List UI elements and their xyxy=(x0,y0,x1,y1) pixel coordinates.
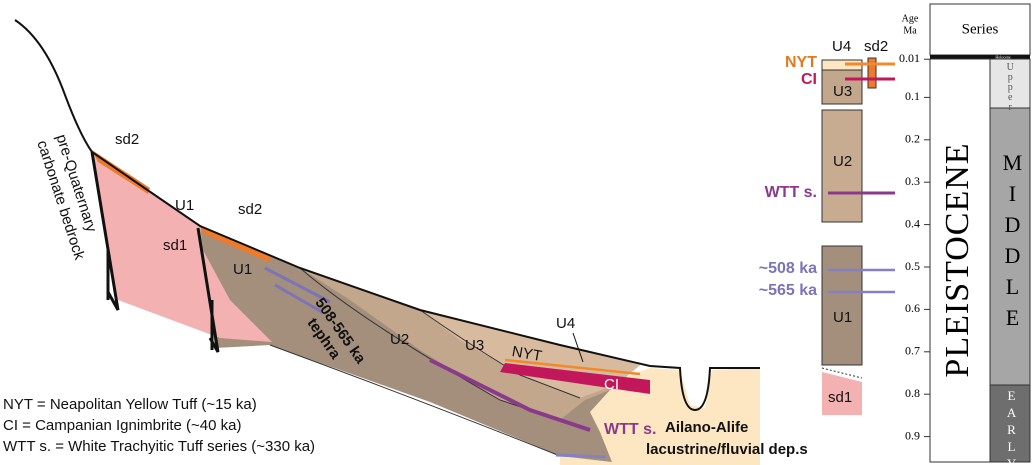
column-u2 xyxy=(821,109,863,223)
sd1-label: sd1 xyxy=(163,237,187,254)
series-header-box xyxy=(929,3,1031,56)
legend: NYT = Neapolitan Yellow Tuff (~15 ka) CI… xyxy=(3,396,315,455)
pleistocene-box xyxy=(929,58,991,463)
u2-label: U2 xyxy=(390,331,409,348)
u1-label: U1 xyxy=(175,197,194,214)
age-tick-label: 0.4 xyxy=(905,216,920,230)
age-tick-label: 0.5 xyxy=(905,259,920,273)
wtt-label: WTT s. xyxy=(604,421,656,438)
cross-section: pre-Quaternarycarbonate bedrock sd2 sd2 … xyxy=(14,19,808,465)
u4-leader xyxy=(572,332,584,363)
upper-box xyxy=(989,58,1031,109)
series-header: Series xyxy=(962,21,999,37)
legend-entry: WTT s. = White Trachyitic Tuff series (~… xyxy=(3,438,315,455)
age-tick-label: 0.1 xyxy=(905,89,920,103)
tephra-565 xyxy=(274,283,323,314)
tephra-deep xyxy=(555,453,606,459)
legend-entry: CI = Campanian Ignimbrite (~40 ka) xyxy=(3,417,241,434)
bedrock-label: pre-Quaternarycarbonate bedrock xyxy=(33,132,107,262)
holocene-box xyxy=(930,55,1030,59)
column-nyt-label: NYT xyxy=(785,54,817,71)
column-sd2 xyxy=(867,57,877,89)
holocene-label: Holocene xyxy=(995,54,1011,59)
column-u2-label: U2 xyxy=(833,153,852,170)
ci-label: CI xyxy=(604,376,619,393)
wtt-layer xyxy=(429,358,591,432)
nyt-label: NYT xyxy=(511,343,543,365)
column-508-label: ~508 ka xyxy=(759,260,817,277)
u3-label: U3 xyxy=(465,337,484,354)
basin-label: Ailano-Alife lacustrine/fluvial dep.s xyxy=(646,419,808,458)
series-column: Series Holocene Upper PLEISTOCENE MIDDLE… xyxy=(929,3,1031,465)
ci-layer xyxy=(500,363,650,394)
basin-label-line: lacustrine/fluvial dep.s xyxy=(646,441,808,458)
fault-1 xyxy=(90,151,120,311)
pleistocene-label: PLEISTOCENE xyxy=(939,142,976,377)
column-u3 xyxy=(821,69,863,105)
age-tick-label: 0.6 xyxy=(905,301,920,315)
column-u1-label: U1 xyxy=(833,309,852,326)
column-565-label: ~565 ka xyxy=(759,282,817,299)
column-sd1-label: sd1 xyxy=(828,389,852,406)
age-axis-title: Ma xyxy=(903,25,917,36)
age-tick-label: 0.8 xyxy=(905,386,920,400)
early-label: EARLY xyxy=(1004,388,1019,465)
column-u1-base xyxy=(821,367,863,379)
column-u3-label: U3 xyxy=(833,83,852,100)
column-sd1 xyxy=(822,372,862,415)
sd1-fill xyxy=(92,152,272,342)
column-u1 xyxy=(821,245,863,366)
sd2-label: sd2 xyxy=(238,201,262,218)
middle-label: MIDDLE xyxy=(1000,150,1025,336)
age-tick-label: 0.9 xyxy=(905,428,920,442)
basin-deposits xyxy=(560,368,760,465)
age-tick-label: 0.01 xyxy=(899,51,920,65)
legend-entry: NYT = Neapolitan Yellow Tuff (~15 ka) xyxy=(3,396,257,413)
early-box xyxy=(989,384,1031,463)
sd2-label: sd2 xyxy=(115,131,139,148)
fault-2 xyxy=(196,227,220,353)
nyt-layer xyxy=(504,358,641,376)
age-axis-title: Age xyxy=(902,13,919,24)
u1-base xyxy=(269,344,561,457)
u4-label: U4 xyxy=(556,315,575,332)
column-wtt-label: WTT s. xyxy=(765,184,817,201)
column-u4-label: U4 xyxy=(832,38,851,55)
tephra-508 xyxy=(264,266,331,304)
u1-u2-boundary xyxy=(299,267,561,421)
upper-label: Upper xyxy=(1005,62,1016,112)
age-axis: Age Ma 0.01 0.1 0.2 0.3 0.4 0.5 0.6 0.7 0.8 0.9 xyxy=(899,13,930,442)
strat-column: U4 sd2 NYT CI U3 U2 WTT s. ~508 ka ~565 … xyxy=(759,38,895,415)
age-tick-label: 0.2 xyxy=(905,132,920,146)
column-ci-label: CI xyxy=(801,71,817,88)
u1-label: U1 xyxy=(233,261,252,278)
age-tick-label: 0.3 xyxy=(905,174,920,188)
age-tick-label: 0.7 xyxy=(905,344,920,358)
column-sd2-label: sd2 xyxy=(864,38,888,55)
basin-label-line: Ailano-Alife xyxy=(665,419,748,436)
topographic-surface xyxy=(14,19,760,412)
